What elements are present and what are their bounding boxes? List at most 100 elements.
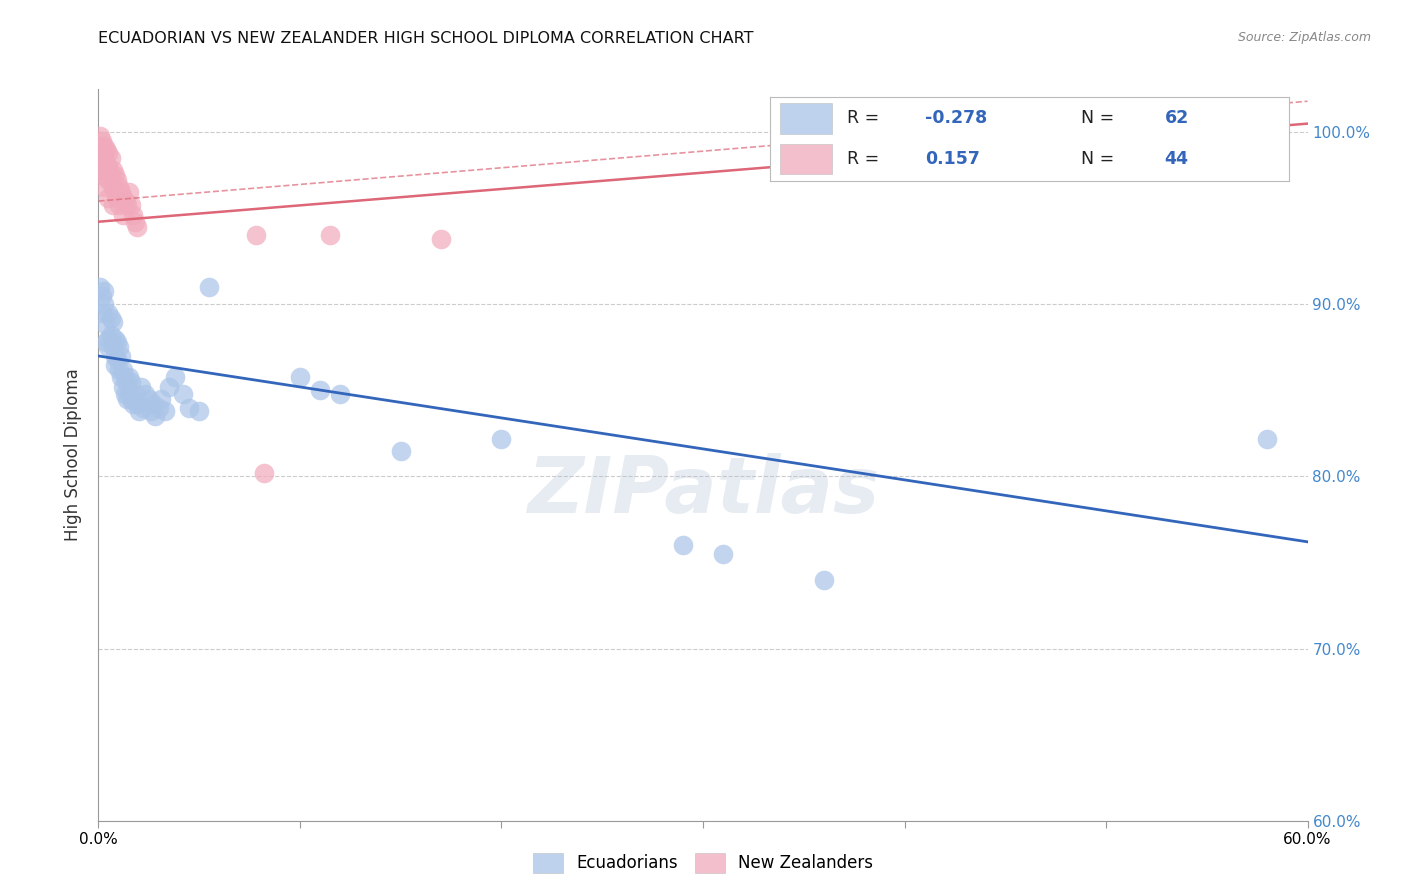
Point — [111, 362, 134, 376]
Point — [118, 369, 141, 384]
Point — [100, 151, 122, 165]
Point — [148, 401, 170, 415]
Point — [101, 314, 124, 328]
Y-axis label: High School Diploma: High School Diploma — [65, 368, 83, 541]
Point — [253, 466, 276, 480]
Point — [107, 362, 129, 376]
Point — [93, 284, 115, 298]
Point — [91, 306, 114, 320]
Point — [103, 358, 125, 372]
Point — [101, 338, 124, 352]
Point — [389, 443, 412, 458]
Point — [711, 547, 734, 561]
Point — [97, 306, 120, 320]
Point — [91, 145, 114, 160]
Point — [115, 197, 138, 211]
Point — [125, 219, 148, 234]
Point — [100, 168, 122, 182]
Point — [107, 340, 129, 354]
Point — [188, 404, 211, 418]
Point — [124, 215, 146, 229]
Point — [120, 392, 142, 406]
Point — [97, 191, 120, 205]
Point — [91, 163, 114, 178]
Point — [93, 163, 115, 178]
Text: Source: ZipAtlas.com: Source: ZipAtlas.com — [1237, 31, 1371, 45]
Point — [120, 375, 142, 389]
Point — [125, 397, 148, 411]
Point — [105, 335, 128, 350]
Point — [120, 197, 142, 211]
Point — [118, 387, 141, 401]
Point — [93, 180, 115, 194]
Point — [309, 384, 332, 398]
Point — [114, 194, 136, 208]
Point — [672, 538, 695, 552]
Point — [179, 401, 201, 415]
Point — [89, 128, 111, 143]
Point — [430, 232, 453, 246]
Point — [97, 145, 120, 160]
Point — [103, 332, 125, 346]
Point — [96, 169, 118, 184]
Point — [89, 160, 111, 174]
Point — [101, 197, 124, 211]
Point — [105, 191, 128, 205]
Point — [107, 197, 129, 211]
Point — [96, 156, 118, 170]
Point — [97, 332, 120, 346]
Point — [114, 369, 136, 384]
Text: ECUADORIAN VS NEW ZEALANDER HIGH SCHOOL DIPLOMA CORRELATION CHART: ECUADORIAN VS NEW ZEALANDER HIGH SCHOOL … — [98, 31, 754, 46]
Point — [96, 335, 118, 350]
Point — [118, 186, 141, 200]
Point — [91, 289, 114, 303]
Point — [121, 208, 143, 222]
Point — [93, 151, 115, 165]
Point — [121, 397, 143, 411]
Point — [96, 318, 118, 332]
Point — [288, 369, 311, 384]
Point — [132, 401, 155, 415]
Point — [111, 208, 134, 222]
Text: ZIPatlas: ZIPatlas — [527, 453, 879, 530]
Point — [93, 139, 115, 153]
Point — [101, 163, 124, 178]
Point — [172, 387, 194, 401]
Point — [96, 143, 118, 157]
Point — [89, 145, 111, 160]
Point — [100, 311, 122, 326]
Point — [107, 180, 129, 194]
Point — [89, 139, 111, 153]
Point — [491, 432, 513, 446]
Point — [153, 404, 176, 418]
Point — [93, 297, 115, 311]
Point — [245, 228, 267, 243]
Point — [1256, 432, 1278, 446]
Point — [149, 392, 172, 406]
Point — [329, 387, 352, 401]
Point — [813, 573, 835, 587]
Point — [97, 173, 120, 187]
Point — [105, 173, 128, 187]
Point — [124, 387, 146, 401]
Point — [143, 409, 166, 424]
Point — [111, 380, 134, 394]
Legend: Ecuadorians, New Zealanders: Ecuadorians, New Zealanders — [526, 847, 880, 880]
Point — [157, 380, 180, 394]
Point — [134, 387, 156, 401]
Point — [103, 186, 125, 200]
Point — [114, 387, 136, 401]
Point — [97, 160, 120, 174]
Point — [139, 404, 162, 418]
Point — [319, 228, 342, 243]
Point — [111, 191, 134, 205]
Point — [138, 392, 160, 406]
Point — [103, 168, 125, 182]
Point — [115, 392, 138, 406]
Point — [89, 280, 111, 294]
Point — [142, 397, 165, 411]
Point — [100, 328, 122, 343]
Point — [110, 186, 132, 200]
Point — [97, 340, 120, 354]
Point — [110, 369, 132, 384]
